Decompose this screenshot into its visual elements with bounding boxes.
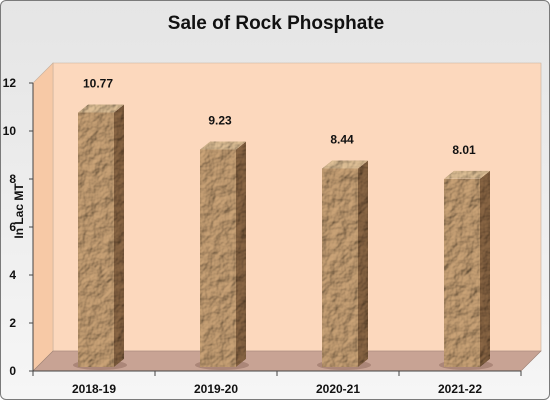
bar-top [200, 141, 246, 150]
bar-side [480, 170, 490, 367]
y-tick-label: 10 [3, 124, 17, 138]
bar [439, 170, 493, 370]
plot-side-wall [32, 62, 54, 372]
x-tick-label: 2018-19 [72, 382, 116, 396]
x-tick-label: 2019-20 [194, 382, 238, 396]
bar-side [236, 141, 246, 367]
bar-front [322, 168, 358, 367]
x-tick-label: 2021-22 [438, 382, 482, 396]
y-tick-label: 2 [9, 316, 16, 330]
data-label: 8.44 [330, 132, 354, 146]
y-tick-label: 12 [3, 76, 17, 90]
data-label: 8.01 [452, 143, 476, 157]
bar-front [78, 112, 114, 368]
bar [73, 104, 127, 370]
bar-side [114, 104, 124, 368]
bar-top [322, 160, 368, 169]
chart-title: Sale of Rock Phosphate [167, 13, 385, 34]
x-tick-label: 2020-21 [316, 382, 360, 396]
bar-top [78, 104, 124, 113]
bar-top [444, 170, 490, 179]
bar [317, 160, 371, 370]
bar-front [200, 149, 236, 367]
y-tick-label: 0 [9, 364, 16, 378]
y-tick-label: 8 [9, 172, 16, 186]
data-label: 10.77 [83, 77, 113, 91]
bar [195, 141, 249, 370]
bar-front [444, 178, 480, 367]
bar-side [358, 160, 368, 367]
y-tick-label: 4 [9, 268, 16, 282]
y-tick-label: 6 [9, 220, 16, 234]
data-label: 9.23 [208, 113, 232, 127]
